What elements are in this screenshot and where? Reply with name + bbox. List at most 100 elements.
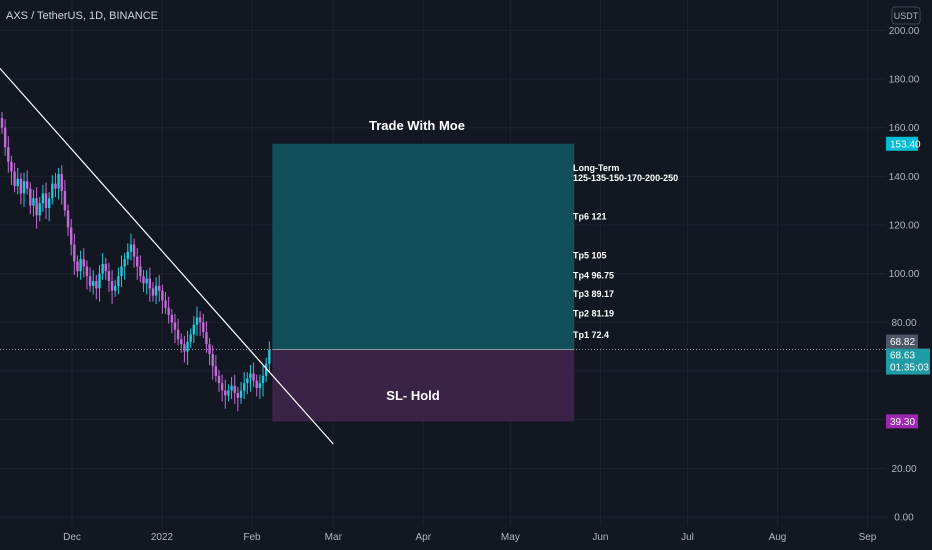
trendline[interactable] (0, 55, 334, 445)
candle-body (98, 273, 101, 289)
candle-body (230, 385, 233, 391)
x-tick-label: Apr (416, 532, 432, 543)
candle-body (255, 380, 258, 389)
candle-body (264, 363, 268, 376)
x-tick-label: Mar (325, 532, 343, 543)
x-tick-label: Jun (592, 532, 608, 543)
currency-button[interactable]: USDT (891, 6, 921, 25)
candle-body (3, 127, 7, 148)
trade-zones (272, 143, 575, 422)
candle-body (158, 285, 161, 291)
candle-body (123, 259, 126, 267)
stop-price-text: 39.30 (890, 417, 915, 428)
candle-body (239, 390, 243, 398)
candle-body (76, 261, 79, 272)
candle-body (120, 266, 123, 277)
candle-body (110, 280, 114, 291)
candle-body (220, 383, 224, 391)
candle-body (60, 173, 63, 191)
countdown-text: 01:35:03 (890, 363, 929, 374)
candle-body (38, 203, 41, 216)
x-axis: Dec 2022 Feb Mar Apr May Jun Jul Aug Sep (63, 532, 877, 543)
candle-body (129, 244, 133, 252)
candle-body (249, 373, 252, 379)
candle-body (217, 375, 221, 384)
tp-label: Tp4 96.75 (573, 271, 614, 281)
target-price-badge (886, 136, 918, 151)
last-close-text: 68.82 (890, 337, 915, 348)
candle-body (145, 278, 148, 284)
candle-body (73, 244, 76, 262)
candle-body (192, 324, 196, 335)
target-zone[interactable] (272, 143, 575, 350)
candle-body (167, 307, 170, 316)
candle-body (258, 383, 262, 389)
y-tick-label: 120.00 (889, 221, 920, 232)
candle-body (51, 183, 54, 199)
x-tick-label: Aug (769, 532, 787, 543)
x-tick-label: 2022 (151, 532, 174, 543)
candle-body (261, 375, 265, 384)
candle-body (57, 173, 60, 189)
candle-body (63, 190, 67, 211)
candle-body (208, 344, 211, 354)
x-tick-label: Dec (63, 532, 81, 543)
candle-body (142, 276, 145, 284)
x-tick-label: Feb (243, 532, 261, 543)
candle-body (10, 161, 13, 172)
candle-body (32, 198, 35, 206)
candle-body (25, 181, 29, 189)
candle-body (13, 171, 16, 187)
tp-labels: Tp6 121 Tp5 105 Tp4 96.75 Tp3 89.17 Tp2 81.1… (573, 212, 614, 340)
tp-label: Tp3 89.17 (573, 289, 614, 299)
candle-body (205, 332, 208, 345)
candles (0, 111, 271, 412)
candle-body (7, 147, 10, 162)
candle-body (189, 334, 192, 342)
candle-body (16, 178, 19, 187)
candle-body (148, 278, 152, 289)
x-tick-label: Jul (681, 532, 694, 543)
candle-body (161, 290, 164, 301)
candle-body (44, 193, 48, 209)
target-price-text: 153.40 (890, 139, 921, 150)
y-tick-label: 80.00 (891, 318, 916, 329)
candle-body (180, 339, 183, 345)
current-price-badge (886, 348, 930, 375)
candle-body (66, 210, 70, 228)
candle-body (224, 390, 227, 396)
candle-body (154, 285, 158, 296)
candle-body (117, 276, 120, 286)
candle-body (170, 315, 174, 323)
stop-price-badge (886, 414, 918, 429)
candle-body (19, 178, 23, 194)
y-tick-label: 160.00 (889, 123, 920, 134)
candle-body (79, 259, 82, 272)
candle-body (164, 300, 167, 308)
stop-zone[interactable] (272, 349, 575, 422)
candle-body (139, 266, 142, 277)
candle-body (69, 227, 73, 245)
x-tick-label: Sep (859, 532, 877, 543)
candle-body (29, 188, 32, 206)
candle-body (233, 385, 236, 393)
candle-body (35, 198, 38, 216)
candle-body (242, 383, 246, 391)
candle-body (41, 193, 45, 204)
longterm-levels: 125-135-150-170-200-250 (573, 173, 678, 183)
candle-body (173, 322, 177, 330)
y-tick-label: 200.00 (889, 26, 920, 37)
candle-body (47, 198, 51, 209)
candle-body (252, 373, 255, 381)
candle-body (114, 285, 117, 291)
currency-label: USDT (894, 11, 919, 21)
candle-body (126, 251, 129, 260)
price-badges: 153.40 68.82 68.63 01:35:03 39.30 (886, 136, 930, 429)
candle-body (54, 183, 57, 189)
candle-body (88, 276, 92, 286)
stop-label: SL- Hold (386, 388, 439, 403)
candle-body (82, 259, 85, 267)
tp-label: Tp5 105 (573, 251, 607, 261)
candle-body (136, 256, 139, 267)
